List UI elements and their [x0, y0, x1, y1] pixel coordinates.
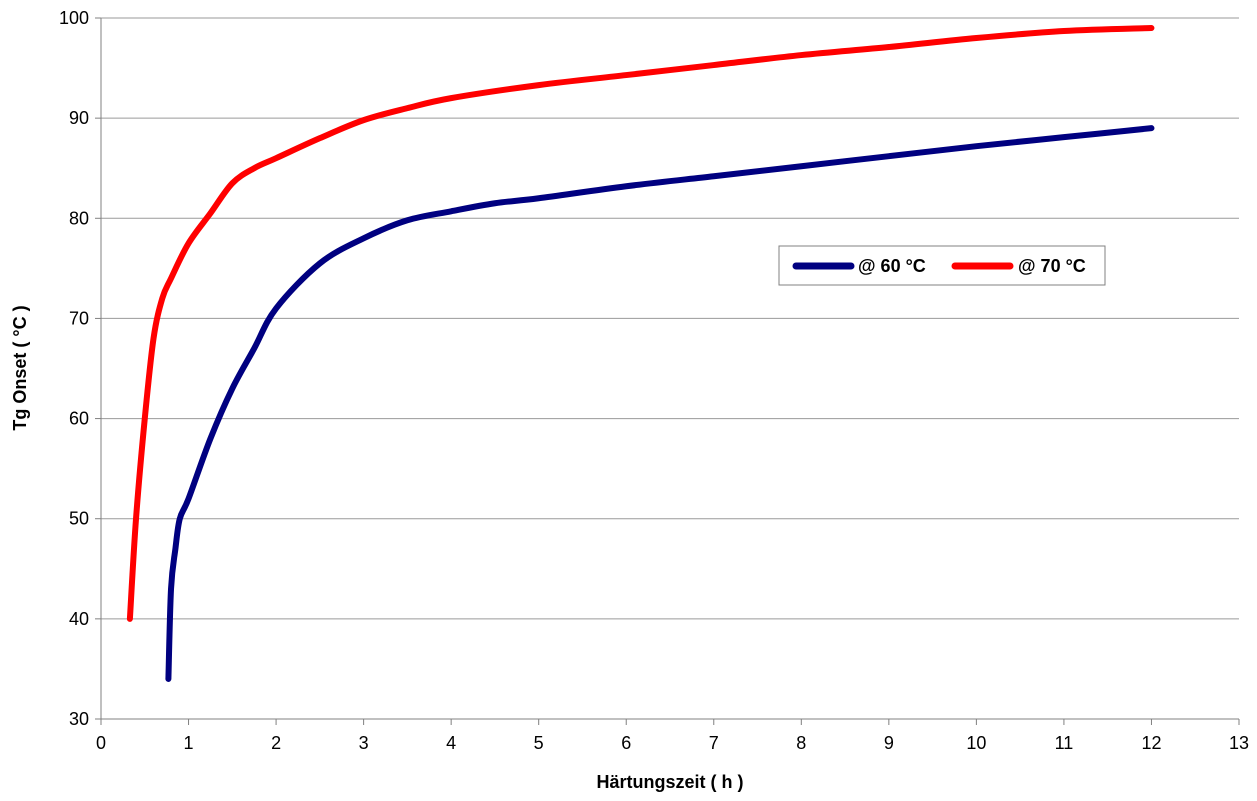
- x-tick-label: 2: [271, 733, 281, 753]
- x-tick-label: 9: [884, 733, 894, 753]
- x-tick-label: 11: [1055, 733, 1074, 753]
- legend-label-70c: @ 70 °C: [1018, 256, 1086, 276]
- x-tick-label: 13: [1229, 733, 1249, 753]
- y-tick-label: 90: [69, 108, 89, 128]
- y-tick-label: 40: [69, 609, 89, 629]
- legend-label-60c: @ 60 °C: [858, 256, 926, 276]
- series-line-70c: [126, 25, 1155, 622]
- legend: @ 60 °C @ 70 °C: [778, 245, 1106, 286]
- y-tick-label: 100: [59, 8, 89, 28]
- y-tick-label: 60: [69, 409, 89, 429]
- gridlines: [101, 17, 1239, 620]
- y-tick-label: 30: [69, 709, 89, 729]
- x-tick-label: 8: [796, 733, 806, 753]
- x-tick-label: 1: [184, 733, 194, 753]
- x-tick-label: 4: [446, 733, 456, 753]
- x-tick-label: 12: [1141, 733, 1161, 753]
- axes: [95, 17, 1240, 725]
- x-tick-label: 5: [534, 733, 544, 753]
- x-axis-title: Härtungszeit ( h ): [597, 772, 744, 792]
- series-line-60c: [165, 125, 1155, 682]
- y-tick-label: 70: [69, 308, 89, 328]
- x-tick-label: 0: [96, 733, 106, 753]
- y-tick-label: 50: [69, 509, 89, 529]
- x-tick-label: 3: [359, 733, 369, 753]
- x-tick-label: 10: [966, 733, 986, 753]
- x-tick-label: 6: [621, 733, 631, 753]
- y-tick-label: 80: [69, 208, 89, 228]
- x-tick-label: 7: [709, 733, 719, 753]
- y-axis-title: Tg Onset ( °C ): [10, 305, 30, 430]
- series-lines: [126, 25, 1155, 682]
